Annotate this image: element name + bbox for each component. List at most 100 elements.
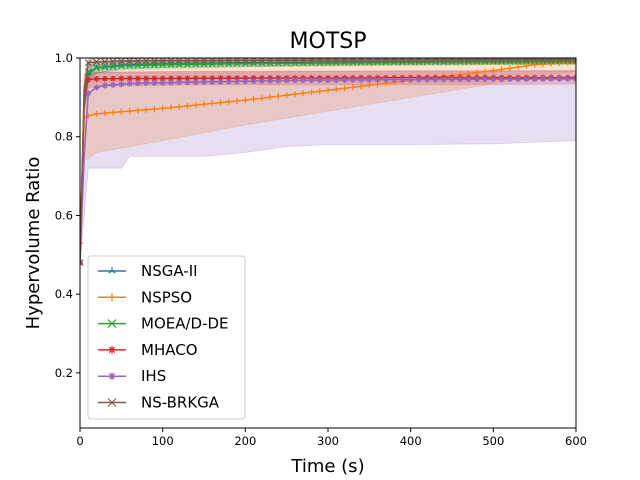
point-ns-brkga — [142, 58, 150, 65]
point-mhaco — [201, 75, 207, 82]
point-nspso — [80, 240, 83, 246]
point-ns-brkga — [415, 58, 423, 64]
point-ns-brkga — [134, 58, 142, 65]
point-ihs — [126, 80, 133, 87]
point-ihs — [473, 76, 480, 83]
point-ns-brkga — [93, 58, 100, 66]
point-ihs — [465, 76, 472, 83]
point-mhaco — [167, 75, 174, 82]
point-mhaco — [143, 75, 150, 82]
x-tick-label: 400 — [400, 434, 422, 448]
legend: NSGA-II NSPSO MOEA/D-DE MHACO IHS NS-BRKGA — [87, 255, 246, 420]
point-ns-brkga — [341, 58, 348, 64]
x-tick-label: 500 — [482, 434, 504, 448]
point-ns-brkga — [200, 58, 208, 64]
point-nspso — [349, 84, 356, 91]
point-nspso — [110, 109, 117, 116]
point-ihs — [291, 77, 298, 84]
point-nspso — [291, 91, 298, 98]
point-nspso — [250, 96, 257, 103]
y-tick-label: 0.2 — [55, 366, 73, 380]
point-ns-brkga — [547, 58, 555, 63]
point-mhaco — [126, 75, 133, 82]
point-mhaco — [101, 75, 108, 82]
x-axis-label: Time (s) — [290, 456, 364, 477]
x-axis: 0 100 200 300 400 500 600 — [76, 428, 587, 448]
point-mhaco — [134, 75, 141, 82]
point-ns-brkga — [332, 58, 340, 64]
point-mhaco — [85, 76, 92, 83]
point-ns-brkga — [126, 58, 134, 65]
point-ihs — [341, 76, 348, 83]
legend-label: NSPSO — [141, 288, 192, 306]
point-nspso — [490, 67, 497, 74]
point-nspso — [258, 95, 265, 102]
point-ihs — [515, 76, 522, 83]
point-ihs — [151, 79, 158, 86]
point-mhaco — [225, 75, 232, 82]
band-mhaco — [80, 70, 576, 267]
point-ihs — [523, 76, 530, 83]
point-nspso — [341, 85, 348, 92]
point-ns-brkga — [556, 58, 563, 63]
point-moea-d-de — [109, 63, 117, 70]
point-ihs — [110, 81, 117, 88]
point-ns-brkga — [84, 59, 92, 67]
point-ihs — [225, 78, 232, 85]
point-nspso — [473, 69, 480, 76]
point-ns-brkga — [192, 58, 200, 65]
point-moea-d-de — [258, 59, 266, 67]
point-ihs — [457, 76, 464, 83]
point-ns-brkga — [423, 58, 431, 64]
point-ihs — [490, 76, 497, 83]
point-ns-brkga — [357, 58, 365, 64]
point-nspso — [201, 101, 207, 108]
point-nspso — [531, 61, 538, 68]
legend-marker — [107, 319, 117, 329]
point-ns-brkga — [481, 58, 489, 64]
point-nspso — [101, 110, 108, 117]
point-moea-d-de — [283, 59, 291, 67]
point-nspso — [358, 83, 365, 90]
x-tick-label: 0 — [76, 434, 83, 448]
point-ns-brkga — [382, 58, 390, 64]
point-nspso — [176, 103, 183, 110]
point-ihs — [250, 78, 257, 85]
point-nspso — [482, 68, 489, 75]
point-ns-brkga — [167, 58, 175, 65]
point-ihs — [300, 77, 307, 84]
point-nspso — [234, 97, 241, 104]
point-ns-brkga — [514, 58, 522, 63]
x-tick-label: 600 — [565, 434, 587, 448]
point-ns-brkga — [473, 58, 481, 64]
point-moea-d-de — [291, 59, 299, 67]
point-nspso — [134, 107, 141, 114]
point-nspso — [316, 88, 323, 95]
point-ihs — [217, 78, 224, 85]
point-nspso — [283, 92, 290, 99]
point-ihs — [374, 76, 381, 83]
point-ihs — [134, 80, 141, 87]
series-lines — [80, 58, 576, 267]
point-ns-brkga — [80, 259, 84, 267]
series-ns-brkga — [80, 58, 576, 267]
point-ihs — [399, 76, 406, 83]
point-ihs — [391, 76, 398, 83]
point-ihs — [283, 77, 290, 84]
point-ns-brkga — [398, 58, 406, 64]
point-moea-d-de — [274, 59, 282, 67]
x-tick-label: 100 — [152, 434, 174, 448]
point-nspso — [333, 86, 340, 93]
point-ihs — [382, 76, 389, 83]
point-ns-brkga — [440, 58, 448, 64]
legend-marker — [108, 293, 116, 302]
legend-item-ns-brkga: NS-BRKGA — [98, 394, 220, 412]
point-ns-brkga — [117, 58, 125, 65]
legend-label: MHACO — [141, 341, 198, 359]
y-axis: 0.2 0.4 0.6 0.8 1.0 — [55, 51, 80, 380]
point-ihs — [440, 76, 447, 83]
point-ns-brkga — [349, 58, 357, 64]
point-ihs — [366, 76, 373, 83]
point-ns-brkga — [324, 58, 332, 64]
